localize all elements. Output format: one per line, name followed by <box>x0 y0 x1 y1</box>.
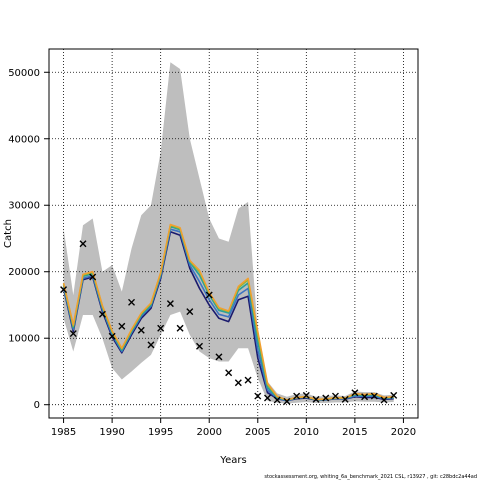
x-tick-label: 2010 <box>294 427 319 438</box>
observed-catch-point <box>147 341 155 349</box>
x-marker-stroke <box>196 342 204 350</box>
observed-catch-point <box>302 391 310 399</box>
observed-catch-point <box>361 393 369 401</box>
observed-catch-point <box>263 394 271 402</box>
observed-catch-point <box>128 298 136 306</box>
x-marker-stroke <box>108 332 116 340</box>
observed-catch-point <box>98 310 106 318</box>
observed-catch-point <box>273 396 281 404</box>
x-marker-stroke <box>283 397 291 405</box>
observed-catch-point <box>79 240 87 248</box>
confidence-band <box>63 62 394 404</box>
x-marker-stroke <box>89 273 97 281</box>
x-marker-stroke <box>128 298 136 306</box>
plot-frame <box>48 48 419 419</box>
observed-catch-point <box>225 369 233 377</box>
y-tick-label: 0 <box>34 400 40 411</box>
observed-catch-point <box>69 330 77 338</box>
y-tick-label: 40000 <box>8 134 40 145</box>
x-marker-stroke <box>293 392 301 400</box>
x-marker-stroke <box>157 324 165 332</box>
x-tick-label: 2005 <box>245 427 270 438</box>
observed-catch-point <box>380 396 388 404</box>
x-tick-label: 2000 <box>196 427 221 438</box>
y-axis-title: Catch <box>3 219 14 248</box>
x-tick-label: 2015 <box>342 427 367 438</box>
x-axis-title: Years <box>219 455 246 466</box>
series-line-5 <box>62 223 394 401</box>
x-marker-stroke <box>234 379 242 387</box>
x-tick-label: 1985 <box>51 427 76 438</box>
x-marker-stroke <box>176 324 184 332</box>
x-marker-stroke <box>69 330 77 338</box>
observation-layer <box>60 240 398 405</box>
observed-catch-point <box>390 391 398 399</box>
x-marker-stroke <box>244 376 252 384</box>
x-marker-stroke <box>205 291 213 299</box>
observed-catch-point <box>137 326 145 334</box>
observed-catch-point <box>205 291 213 299</box>
observed-catch-point <box>293 392 301 400</box>
x-marker-stroke <box>312 395 320 403</box>
x-tick-label: 2020 <box>391 427 416 438</box>
x-marker-stroke <box>263 394 271 402</box>
observed-catch-point <box>331 392 339 400</box>
x-marker-stroke <box>322 394 330 402</box>
observed-catch-point <box>89 273 97 281</box>
x-marker-stroke <box>60 286 68 294</box>
x-marker-stroke <box>186 308 194 316</box>
y-tick-label: 10000 <box>8 334 40 345</box>
x-tick-label: 1990 <box>99 427 124 438</box>
x-marker-stroke <box>351 389 359 397</box>
footnote: stockassessment.org, whiting_6a_benchmar… <box>264 474 477 480</box>
x-marker-stroke <box>118 322 126 330</box>
observed-catch-point <box>186 308 194 316</box>
observed-catch-point <box>234 379 242 387</box>
x-marker-stroke <box>341 395 349 403</box>
x-marker-stroke <box>225 369 233 377</box>
observed-catch-point <box>166 300 174 308</box>
observed-catch-point <box>351 389 359 397</box>
observed-catch-point <box>312 395 320 403</box>
observed-catch-point <box>215 353 223 361</box>
y-tick-label: 50000 <box>8 68 40 79</box>
x-marker-stroke <box>98 310 106 318</box>
x-marker-stroke <box>302 391 310 399</box>
x-marker-stroke <box>254 392 262 400</box>
observed-catch-point <box>370 392 378 400</box>
x-marker-stroke <box>147 341 155 349</box>
x-marker-stroke <box>331 392 339 400</box>
y-tick-label: 20000 <box>8 267 40 278</box>
x-marker-stroke <box>215 353 223 361</box>
observed-catch-point <box>341 395 349 403</box>
observed-catch-point <box>244 376 252 384</box>
x-marker-stroke <box>166 300 174 308</box>
x-marker-stroke <box>380 396 388 404</box>
x-marker-stroke <box>361 393 369 401</box>
observed-catch-point <box>196 342 204 350</box>
observed-catch-point <box>283 397 291 405</box>
x-marker-stroke <box>370 392 378 400</box>
x-marker-stroke <box>79 240 87 248</box>
observed-catch-point <box>254 392 262 400</box>
x-tick-label: 1995 <box>148 427 173 438</box>
x-marker-stroke <box>390 391 398 399</box>
x-marker-stroke <box>137 326 145 334</box>
y-tick-label: 30000 <box>8 201 40 212</box>
observed-catch-point <box>60 286 68 294</box>
tick-layer: 1985 1990 1995 2000 2005 2010 2015 2020 0 10000 20… <box>8 68 416 438</box>
observed-catch-point <box>322 394 330 402</box>
observed-catch-point <box>108 332 116 340</box>
observed-catch-point <box>118 322 126 330</box>
observed-catch-point <box>176 324 184 332</box>
x-marker-stroke <box>273 396 281 404</box>
observed-catch-point <box>157 324 165 332</box>
confidence-band-layer <box>63 62 394 404</box>
